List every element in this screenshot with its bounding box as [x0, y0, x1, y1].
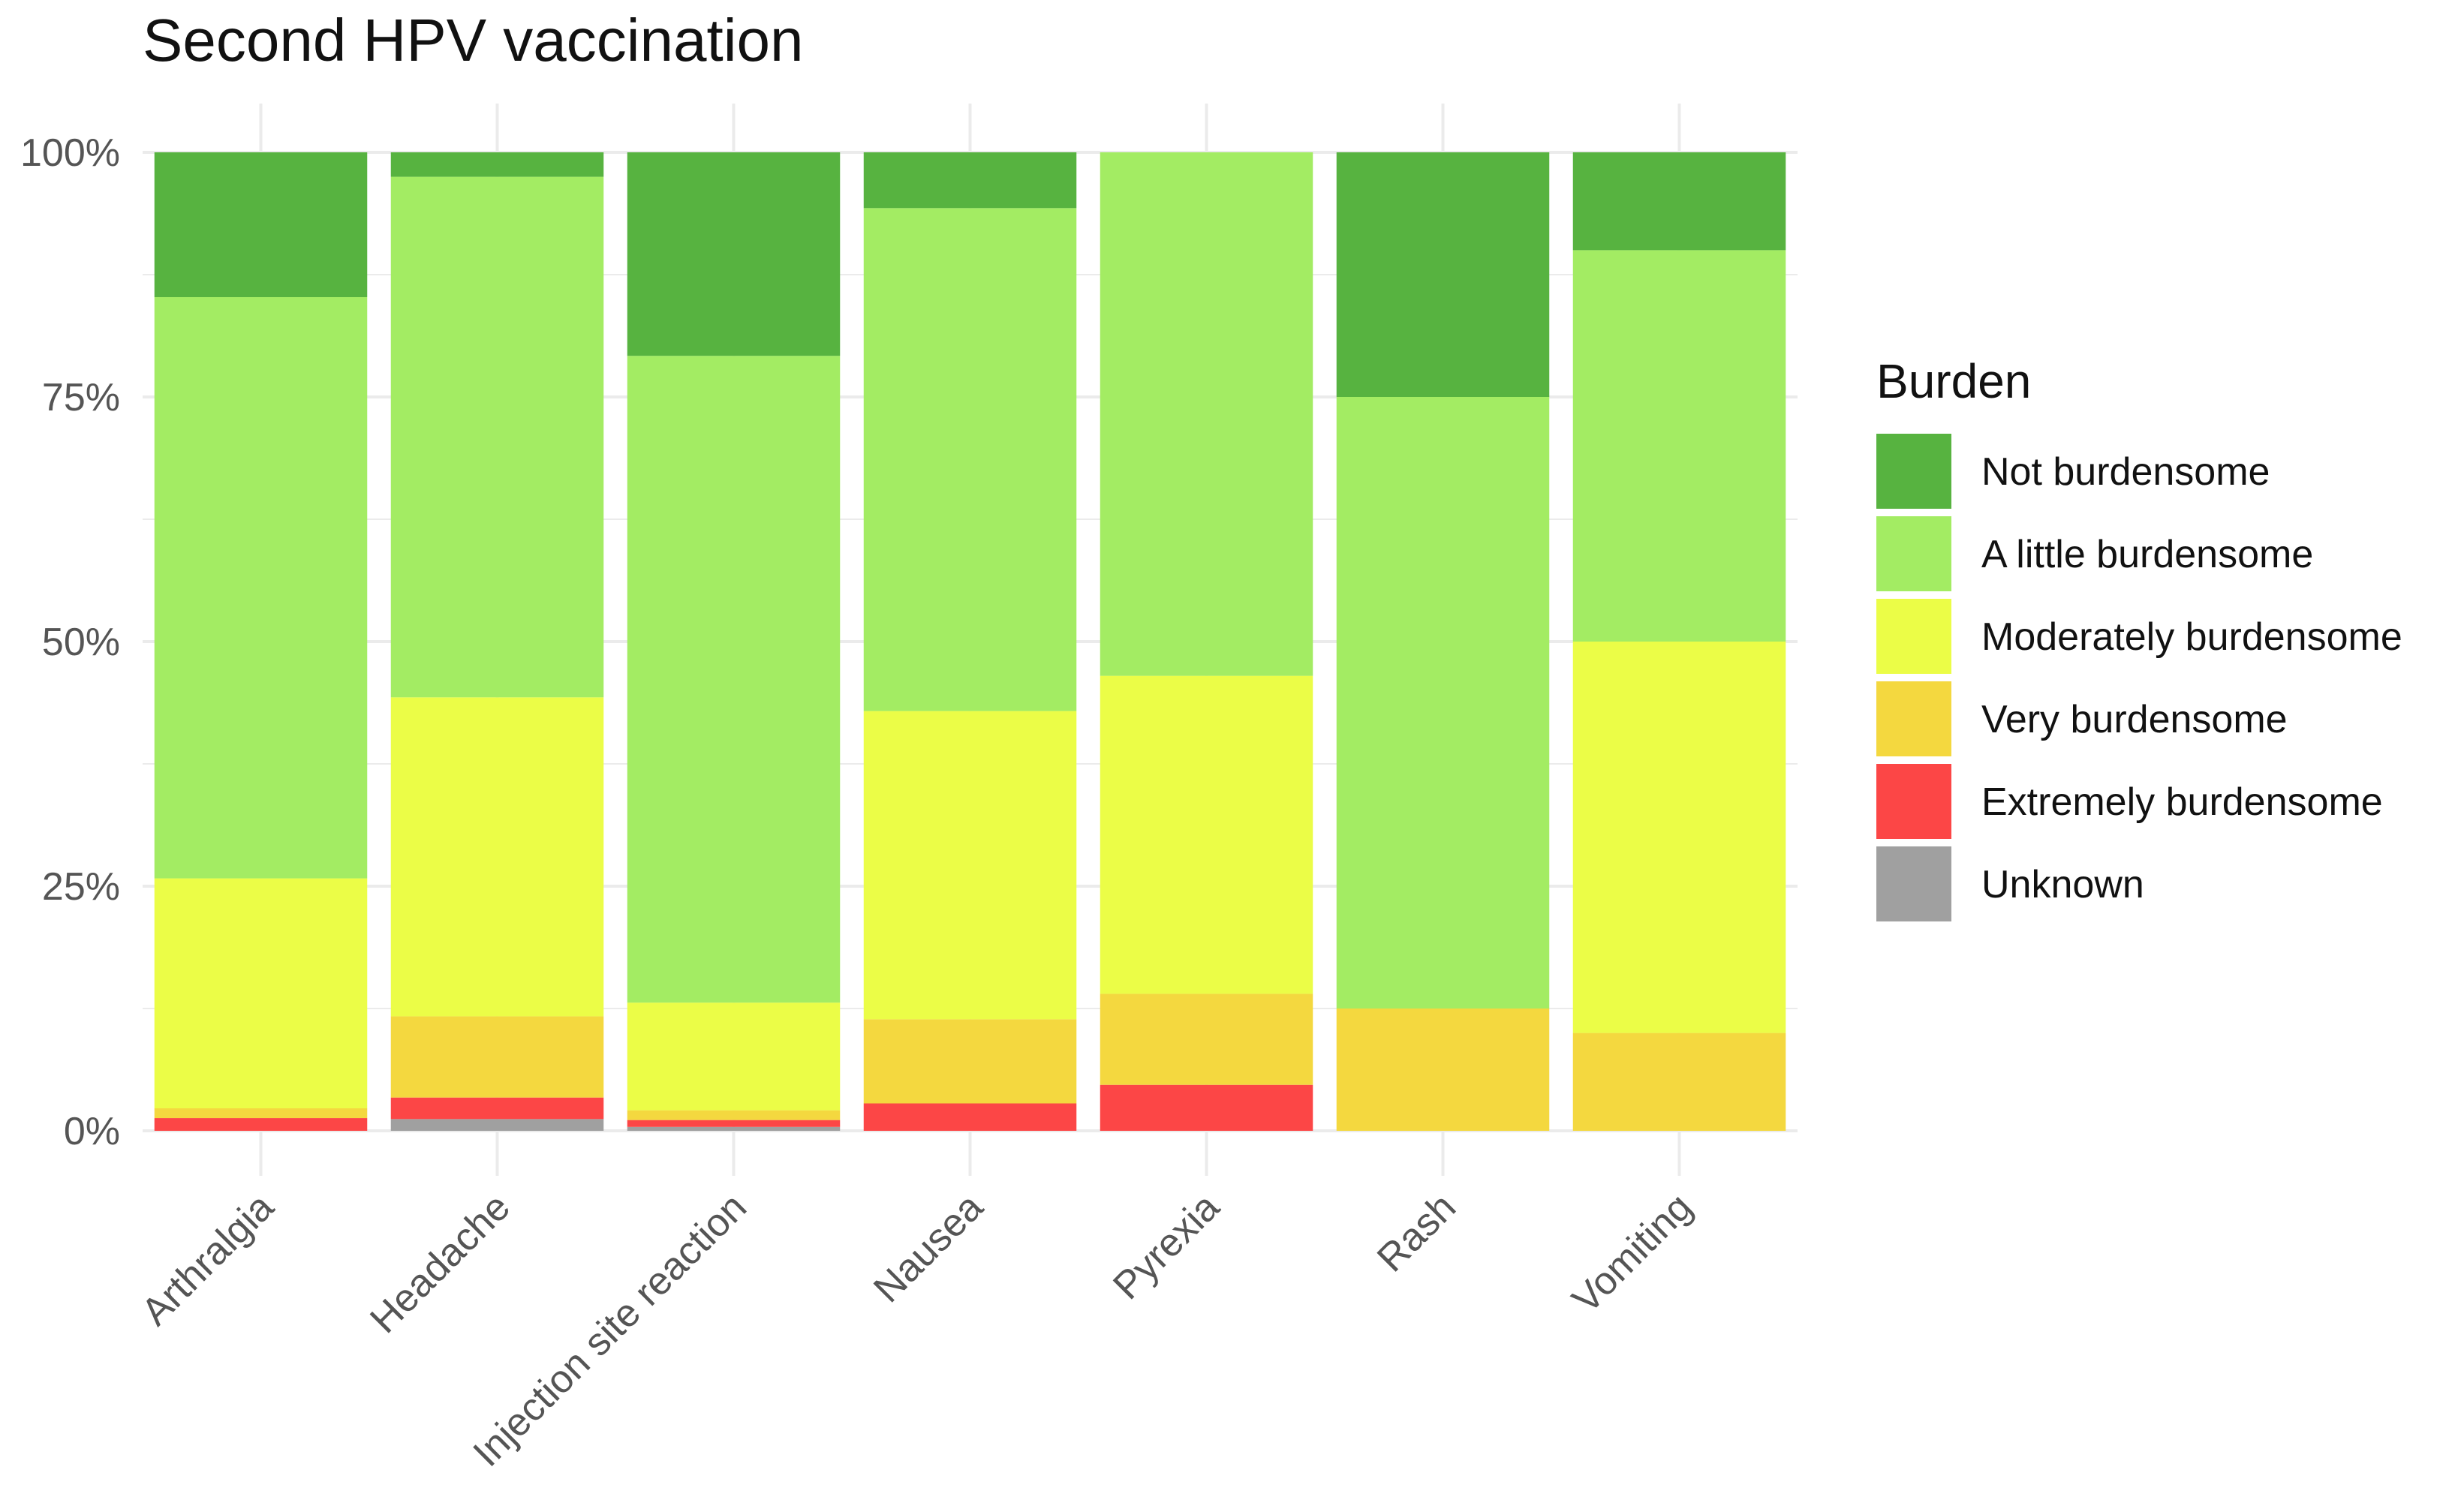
bar-segment-rash-not-burdensome [1336, 152, 1550, 397]
bar-segment-headache-a-little-burdensome [390, 176, 604, 698]
chart-title: Second HPV vaccination [143, 7, 804, 74]
y-tick-label: 0% [64, 1110, 120, 1153]
bar-segment-nausea-moderately-burdensome [863, 711, 1077, 1020]
bar-segment-injection-site-reaction-a-little-burdensome [627, 356, 841, 1003]
bar-segment-injection-site-reaction-unknown [627, 1126, 841, 1131]
bar-segment-rash-very-burdensome [1336, 1009, 1550, 1131]
y-tick-label: 100% [20, 131, 120, 175]
bar-segment-vomiting-moderately-burdensome [1572, 642, 1786, 1033]
legend-title: Burden [1876, 354, 2031, 408]
x-tick-label: Pyrexia [1105, 1185, 1228, 1308]
bar-segment-pyrexia-very-burdensome [1100, 993, 1313, 1085]
bar-segment-injection-site-reaction-moderately-burdensome [627, 1002, 841, 1111]
bar-segment-injection-site-reaction-extremely-burdensome [627, 1120, 841, 1127]
legend-label: Moderately burdensome [1981, 615, 2402, 659]
bar-segment-rash-a-little-burdensome [1336, 397, 1550, 1009]
bar-segment-arthralgia-moderately-burdensome [154, 878, 368, 1109]
bar-segment-pyrexia-moderately-burdensome [1100, 675, 1313, 994]
x-tick-label: Rash [1369, 1185, 1464, 1280]
bar-segment-arthralgia-extremely-burdensome [154, 1118, 368, 1131]
bar-segment-nausea-not-burdensome [863, 152, 1077, 209]
bar-segment-arthralgia-not-burdensome [154, 152, 368, 297]
legend-label: Not burdensome [1981, 450, 2270, 494]
bar-segment-headache-unknown [390, 1119, 604, 1131]
bar-segment-injection-site-reaction-very-burdensome [627, 1110, 841, 1120]
bar-segment-arthralgia-very-burdensome [154, 1108, 368, 1119]
x-tick-label: Nausea [865, 1185, 991, 1311]
y-axis-ticks: 0% 25% 50% 75% 100% [20, 131, 120, 1153]
bar-segment-vomiting-a-little-burdensome [1572, 250, 1786, 642]
bar-segment-headache-very-burdensome [390, 1016, 604, 1098]
legend-swatch-a-little-burdensome [1876, 516, 1951, 591]
bar-segment-vomiting-not-burdensome [1572, 152, 1786, 251]
legend-swatch-very-burdensome [1876, 681, 1951, 756]
legend-label: Extremely burdensome [1981, 780, 2383, 824]
y-tick-label: 50% [42, 621, 120, 664]
bar-segment-injection-site-reaction-not-burdensome [627, 152, 841, 356]
bar-segment-pyrexia-a-little-burdensome [1100, 152, 1313, 676]
bar-segment-headache-extremely-burdensome [390, 1097, 604, 1120]
bar-segment-nausea-a-little-burdensome [863, 208, 1077, 711]
bars [154, 152, 1786, 1131]
bar-segment-nausea-very-burdensome [863, 1019, 1077, 1104]
legend-swatch-moderately-burdensome [1876, 599, 1951, 674]
bar-segment-headache-not-burdensome [390, 152, 604, 177]
x-tick-label: Arthralgia [134, 1185, 282, 1333]
legend-swatch-extremely-burdensome [1876, 764, 1951, 839]
x-tick-label: Vomiting [1564, 1185, 1701, 1321]
x-tick-label: Headache [362, 1185, 519, 1342]
y-tick-label: 25% [42, 865, 120, 909]
x-tick-label: Injection site reaction [465, 1185, 755, 1474]
bar-segment-vomiting-very-burdensome [1572, 1033, 1786, 1131]
legend-swatch-unknown [1876, 846, 1951, 921]
legend-swatch-not-burdensome [1876, 434, 1951, 509]
legend-label: Unknown [1981, 863, 2144, 906]
bar-segment-arthralgia-a-little-burdensome [154, 296, 368, 879]
legend-label: A little burdensome [1981, 533, 2313, 576]
bar-segment-headache-moderately-burdensome [390, 697, 604, 1017]
bar-segment-nausea-extremely-burdensome [863, 1103, 1077, 1131]
y-tick-label: 75% [42, 376, 120, 419]
bar-segment-pyrexia-extremely-burdensome [1100, 1084, 1313, 1131]
legend-label: Very burdensome [1981, 698, 2288, 741]
legend: Burden Not burdensome A little burdensome… [1876, 354, 2402, 921]
